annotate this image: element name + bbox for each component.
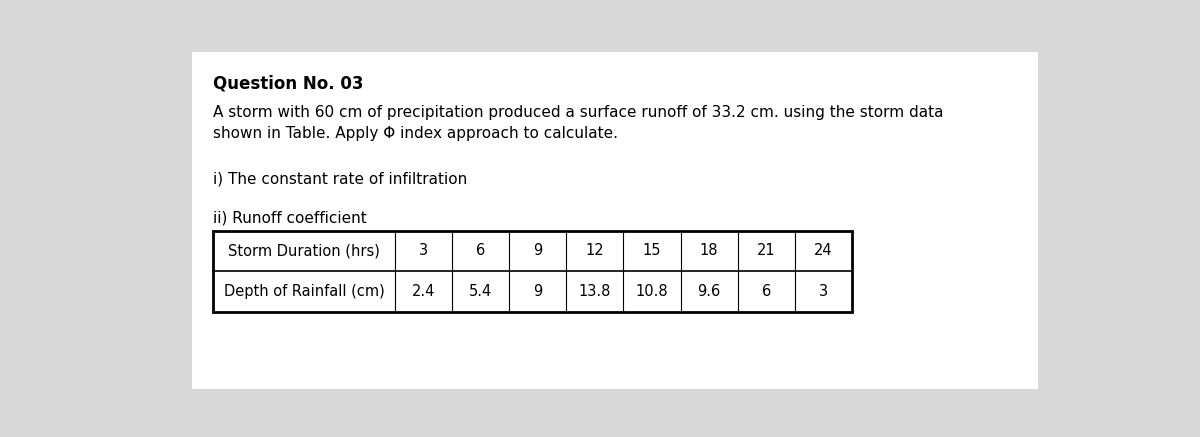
Text: 3: 3 bbox=[419, 243, 427, 258]
Text: 9.6: 9.6 bbox=[697, 284, 721, 299]
Text: 2.4: 2.4 bbox=[412, 284, 434, 299]
Text: 10.8: 10.8 bbox=[636, 284, 668, 299]
Text: i) The constant rate of infiltration: i) The constant rate of infiltration bbox=[214, 172, 468, 187]
Text: 9: 9 bbox=[533, 243, 542, 258]
Text: 3: 3 bbox=[818, 284, 828, 299]
Text: ii) Runoff coefficient: ii) Runoff coefficient bbox=[214, 211, 367, 225]
Text: 5.4: 5.4 bbox=[469, 284, 492, 299]
Text: 6: 6 bbox=[762, 284, 770, 299]
Text: 12: 12 bbox=[586, 243, 604, 258]
Text: Storm Duration (hrs): Storm Duration (hrs) bbox=[228, 243, 380, 258]
Text: 21: 21 bbox=[757, 243, 775, 258]
Text: Question No. 03: Question No. 03 bbox=[214, 74, 364, 92]
Text: A storm with 60 cm of precipitation produced a surface runoff of 33.2 cm. using : A storm with 60 cm of precipitation prod… bbox=[214, 104, 943, 141]
Text: 15: 15 bbox=[643, 243, 661, 258]
Text: 18: 18 bbox=[700, 243, 719, 258]
Text: 9: 9 bbox=[533, 284, 542, 299]
Text: 6: 6 bbox=[475, 243, 485, 258]
Text: 24: 24 bbox=[815, 243, 833, 258]
FancyBboxPatch shape bbox=[192, 52, 1038, 389]
Text: 13.8: 13.8 bbox=[578, 284, 611, 299]
Text: Depth of Rainfall (cm): Depth of Rainfall (cm) bbox=[223, 284, 384, 299]
